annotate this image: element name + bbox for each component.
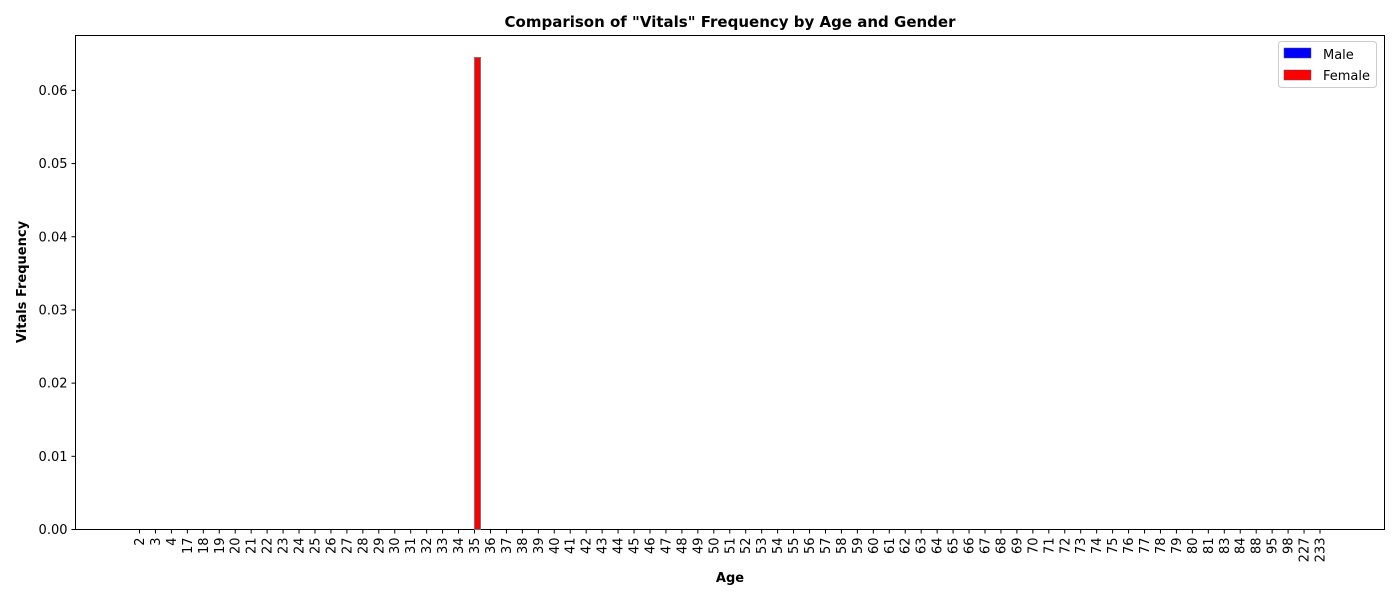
y-tick-label: 0.00 [39, 523, 68, 538]
x-tick-label: 42 [580, 538, 595, 555]
x-tick-label: 26 [324, 538, 339, 555]
x-tick-label: 77 [1138, 538, 1153, 555]
x-tick-label: 49 [691, 538, 706, 555]
x-tick-label: 70 [1026, 538, 1041, 555]
x-axis: 2 3 4 17 18 19 20 21 22 23 24 25 26 27 28 29 30 31 32 33 34 3… [133, 529, 1329, 563]
x-tick-label: 34 [452, 538, 467, 555]
y-tick-label: 0.04 [39, 230, 68, 245]
x-tick-label: 65 [947, 538, 962, 555]
x-tick-label: 52 [739, 538, 754, 555]
x-tick-label: 29 [372, 538, 387, 555]
x-tick-label: 57 [819, 538, 834, 555]
x-tick-label: 84 [1234, 538, 1249, 555]
legend-swatch-female [1283, 69, 1312, 81]
legend: Male Female [1278, 41, 1377, 88]
x-tick-label: 35 [468, 538, 483, 555]
x-tick-label: 71 [1042, 538, 1057, 555]
x-tick-label: 68 [994, 538, 1009, 555]
x-tick-label: 227 [1298, 538, 1313, 563]
x-tick-label: 45 [628, 538, 643, 555]
x-tick-label: 43 [596, 538, 611, 555]
x-tick-label: 36 [484, 538, 499, 555]
x-tick-label: 75 [1106, 538, 1121, 555]
x-tick-label: 64 [931, 538, 946, 555]
y-tick-label: 0.03 [39, 303, 68, 318]
x-tick-label: 20 [229, 538, 244, 555]
x-tick-label: 44 [612, 538, 627, 555]
x-tick-label: 53 [755, 538, 770, 555]
plot-area [75, 35, 1385, 530]
chart-title: Comparison of "Vitals" Frequency by Age … [505, 13, 957, 31]
x-axis-label: Age [716, 571, 744, 586]
x-tick-label: 61 [883, 538, 898, 555]
y-axis-label: Vitals Frequency [15, 220, 30, 343]
y-tick-label: 0.06 [39, 84, 68, 99]
x-tick-label: 76 [1122, 538, 1137, 555]
x-tick-label: 24 [293, 538, 308, 555]
legend-swatch-male [1283, 47, 1312, 59]
x-tick-label: 22 [261, 538, 276, 555]
x-tick-label: 59 [851, 538, 866, 555]
x-tick-label: 73 [1074, 538, 1089, 555]
x-tick-label: 54 [771, 538, 786, 555]
x-tick-label: 83 [1218, 538, 1233, 555]
x-tick-label: 56 [803, 538, 818, 555]
x-tick-label: 46 [643, 538, 658, 555]
x-tick-label: 78 [1154, 538, 1169, 555]
x-tick-label: 60 [867, 538, 882, 555]
x-tick-label: 69 [1010, 538, 1025, 555]
x-tick-label: 19 [213, 538, 228, 555]
x-tick-label: 4 [165, 538, 180, 546]
y-tick-label: 0.01 [39, 450, 68, 465]
x-tick-label: 79 [1170, 538, 1185, 555]
x-tick-label: 66 [963, 538, 978, 555]
x-tick-label: 37 [500, 538, 515, 555]
y-tick-label: 0.02 [39, 377, 68, 392]
x-tick-label: 63 [915, 538, 930, 555]
x-tick-label: 55 [787, 538, 802, 555]
x-tick-label: 40 [548, 538, 563, 555]
legend-label-female: Female [1323, 69, 1370, 84]
x-tick-label: 67 [978, 538, 993, 555]
x-tick-label: 28 [356, 538, 371, 555]
x-tick-label: 81 [1202, 538, 1217, 555]
x-tick-label: 233 [1314, 538, 1329, 563]
x-tick-label: 18 [197, 538, 212, 555]
x-tick-label: 41 [564, 538, 579, 555]
x-tick-label: 74 [1090, 538, 1105, 555]
x-tick-label: 30 [388, 538, 403, 555]
bar-female-age-35 [474, 56, 482, 530]
x-tick-label: 47 [659, 538, 674, 555]
x-tick-label: 38 [516, 538, 531, 555]
y-axis: 0.00 0.01 0.02 0.03 0.04 0.05 0.06 [39, 84, 76, 538]
x-tick-label: 27 [340, 538, 355, 555]
x-tick-label: 62 [899, 538, 914, 555]
x-tick-label: 31 [404, 538, 419, 555]
x-tick-label: 98 [1282, 538, 1297, 555]
x-tick-label: 39 [532, 538, 547, 555]
x-tick-label: 21 [245, 538, 260, 555]
x-tick-label: 88 [1250, 538, 1265, 555]
x-tick-label: 50 [707, 538, 722, 555]
y-tick-label: 0.05 [39, 157, 68, 172]
x-tick-label: 33 [436, 538, 451, 555]
bars [474, 56, 482, 530]
x-tick-label: 32 [420, 538, 435, 555]
x-tick-label: 25 [308, 538, 323, 555]
x-tick-label: 58 [835, 538, 850, 555]
x-tick-label: 95 [1266, 538, 1281, 555]
x-tick-label: 23 [277, 538, 292, 555]
x-tick-label: 51 [723, 538, 738, 555]
x-tick-label: 3 [149, 538, 164, 546]
x-tick-label: 48 [675, 538, 690, 555]
legend-label-male: Male [1323, 48, 1354, 63]
x-tick-label: 80 [1186, 538, 1201, 555]
x-tick-label: 72 [1058, 538, 1073, 555]
x-tick-label: 2 [133, 538, 148, 546]
x-tick-label: 17 [181, 538, 196, 555]
